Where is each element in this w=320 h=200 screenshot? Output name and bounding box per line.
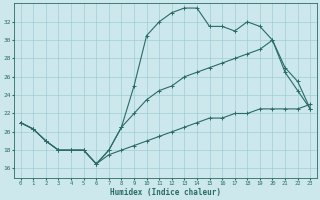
X-axis label: Humidex (Indice chaleur): Humidex (Indice chaleur)	[110, 188, 221, 197]
